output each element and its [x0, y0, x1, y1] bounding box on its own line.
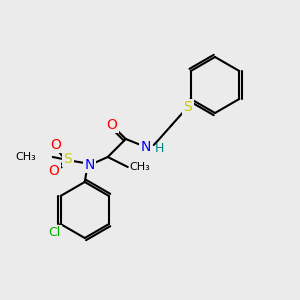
Text: O: O	[106, 118, 117, 132]
Text: N: N	[85, 158, 95, 172]
Text: S: S	[63, 152, 72, 166]
Text: S: S	[183, 100, 192, 114]
Text: CH₃: CH₃	[130, 162, 151, 172]
Text: N: N	[141, 140, 151, 154]
Text: O: O	[48, 164, 59, 178]
Text: Cl: Cl	[48, 226, 61, 239]
Text: CH₃: CH₃	[15, 152, 36, 162]
Text: O: O	[50, 138, 61, 152]
Text: H: H	[155, 142, 164, 154]
